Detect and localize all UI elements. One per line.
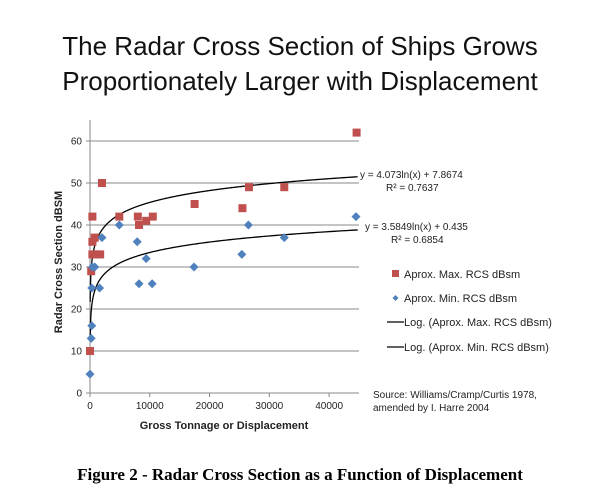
data-point-min (189, 262, 199, 272)
figure-caption: Figure 2 - Radar Cross Section as a Func… (77, 465, 523, 484)
data-point-min (97, 233, 107, 243)
data-point-max (352, 128, 361, 137)
x-tick-label: 0 (87, 401, 93, 412)
legend-min-label: Aprox. Min. RCS dBsm (404, 293, 517, 305)
chart-title-line-2: Proportionately Larger with Displacement (62, 66, 538, 96)
data-point-min (243, 220, 253, 230)
data-point-max (133, 212, 142, 221)
trendline-max-equation: y = 4.073ln(x) + 7.8674 (360, 170, 463, 181)
data-point-min (147, 279, 157, 289)
x-tick-label: 30000 (255, 401, 283, 412)
data-point-min (351, 212, 361, 222)
data-point-min (87, 283, 97, 293)
data-point-max (142, 216, 151, 225)
data-point-max (115, 212, 124, 221)
legend-max-marker (392, 270, 399, 277)
y-tick-label: 0 (76, 389, 82, 400)
y-tick-label: 60 (71, 137, 83, 148)
trendline-min-r2: R² = 0.6854 (391, 235, 444, 246)
legend-log-min-label: Log. (Aprox. Min. RCS dBsm) (404, 342, 549, 354)
data-point-max (86, 347, 94, 355)
data-point-min (132, 237, 142, 247)
source-line-2: amended by I. Harre 2004 (373, 403, 490, 414)
y-axis-label: Radar Cross Section dBSM (53, 191, 65, 333)
legend-max-label: Aprox. Max. RCS dBsm (404, 269, 520, 281)
data-point-max (97, 179, 106, 187)
source-line-1: Source: Williams/Cramp/Curtis 1978, (373, 390, 537, 401)
legend-log-max-label: Log. (Aprox. Max. RCS dBsm) (404, 317, 552, 329)
x-tick-label: 40000 (315, 401, 343, 412)
x-tick-label: 10000 (136, 401, 164, 412)
trendline-max (89, 176, 358, 302)
data-point-min (86, 333, 96, 343)
data-point-max (87, 267, 96, 276)
data-point-max (245, 183, 254, 192)
data-point-max (88, 237, 97, 246)
y-tick-label: 40 (71, 221, 83, 232)
data-point-min (237, 249, 247, 259)
trendline-min (89, 229, 358, 340)
x-axis-label: Gross Tonnage or Displacement (140, 420, 309, 432)
y-tick-label: 50 (71, 179, 83, 190)
data-point-min (95, 283, 105, 293)
data-point-max (190, 200, 199, 208)
data-point-min (85, 369, 95, 379)
data-point-max (88, 250, 97, 259)
data-point-max (148, 212, 157, 221)
legend-min-marker (392, 295, 399, 301)
data-point-min (90, 262, 100, 272)
y-tick-label: 20 (71, 305, 83, 316)
data-point-max (96, 250, 105, 259)
data-point-min (141, 254, 151, 264)
trendline-min-equation: y = 3.5849ln(x) + 0.435 (365, 222, 468, 233)
data-point-min (134, 279, 144, 289)
data-point-max (135, 221, 144, 229)
chart-title-line-1: The Radar Cross Section of Ships Grows (62, 31, 537, 61)
data-point-min (114, 220, 124, 230)
data-point-max (88, 212, 97, 221)
y-tick-label: 30 (71, 263, 83, 274)
trendline-max-r2: R² = 0.7637 (386, 183, 439, 194)
x-tick-label: 20000 (196, 401, 224, 412)
data-point-max (238, 204, 247, 213)
data-point-min (87, 321, 97, 331)
data-point-max (280, 183, 289, 192)
legend: Aprox. Max. RCS dBsm Aprox. Min. RCS dBs… (387, 269, 552, 354)
y-tick-label: 10 (71, 347, 83, 358)
data-point-min (279, 233, 289, 243)
data-point-max (90, 233, 99, 242)
